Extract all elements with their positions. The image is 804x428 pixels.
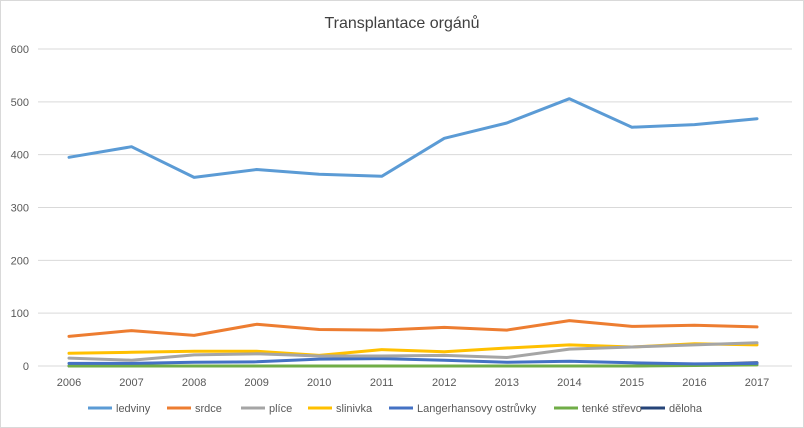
x-tick-label: 2011	[370, 377, 394, 389]
chart-title: Transplantace orgánů	[324, 14, 479, 32]
y-tick-label: 100	[11, 308, 29, 320]
legend-label: plíce	[269, 403, 292, 415]
x-tick-label: 2014	[557, 377, 581, 389]
series-line-tenké-střevo	[67, 363, 759, 368]
x-tick-label: 2006	[57, 377, 81, 389]
series-line-langerhansovy-ostrůvky	[67, 357, 759, 366]
legend-label: děloha	[669, 403, 703, 415]
x-tick-label: 2013	[495, 377, 519, 389]
legend: ledviny srdce plíce slinivka Langerhansovy o…	[88, 403, 703, 415]
series-lines	[67, 97, 759, 368]
x-tick-label: 2007	[119, 377, 143, 389]
series-line-srdce	[67, 319, 759, 338]
y-tick-label: 300	[11, 203, 29, 215]
x-tick-label: 2017	[745, 377, 769, 389]
legend-label: tenké střevo	[582, 403, 642, 415]
legend-label: ledviny	[116, 403, 151, 415]
x-tick-label: 2008	[182, 377, 206, 389]
x-tick-label: 2010	[307, 377, 331, 389]
x-tick-label: 2012	[432, 377, 456, 389]
y-tick-label: 200	[11, 255, 29, 267]
y-axis-ticks: 0 100 200 300 400 500 600	[11, 44, 29, 373]
y-tick-label: 0	[23, 361, 29, 373]
y-tick-label: 400	[11, 150, 29, 162]
legend-label: Langerhansovy ostrůvky	[417, 403, 537, 415]
x-tick-label: 2016	[682, 377, 706, 389]
y-tick-label: 500	[11, 97, 29, 109]
y-tick-label: 600	[11, 44, 29, 56]
x-tick-label: 2009	[244, 377, 268, 389]
legend-label: srdce	[195, 403, 222, 415]
x-axis-ticks: 2006 2007 2008 2009 2010 2011 2012 2013 2014 2015…	[57, 377, 769, 389]
gridlines	[38, 48, 792, 367]
legend-label: slinivka	[336, 403, 373, 415]
series-line-ledviny	[67, 97, 759, 179]
series-line-plíce	[67, 341, 759, 362]
x-tick-label: 2015	[620, 377, 644, 389]
